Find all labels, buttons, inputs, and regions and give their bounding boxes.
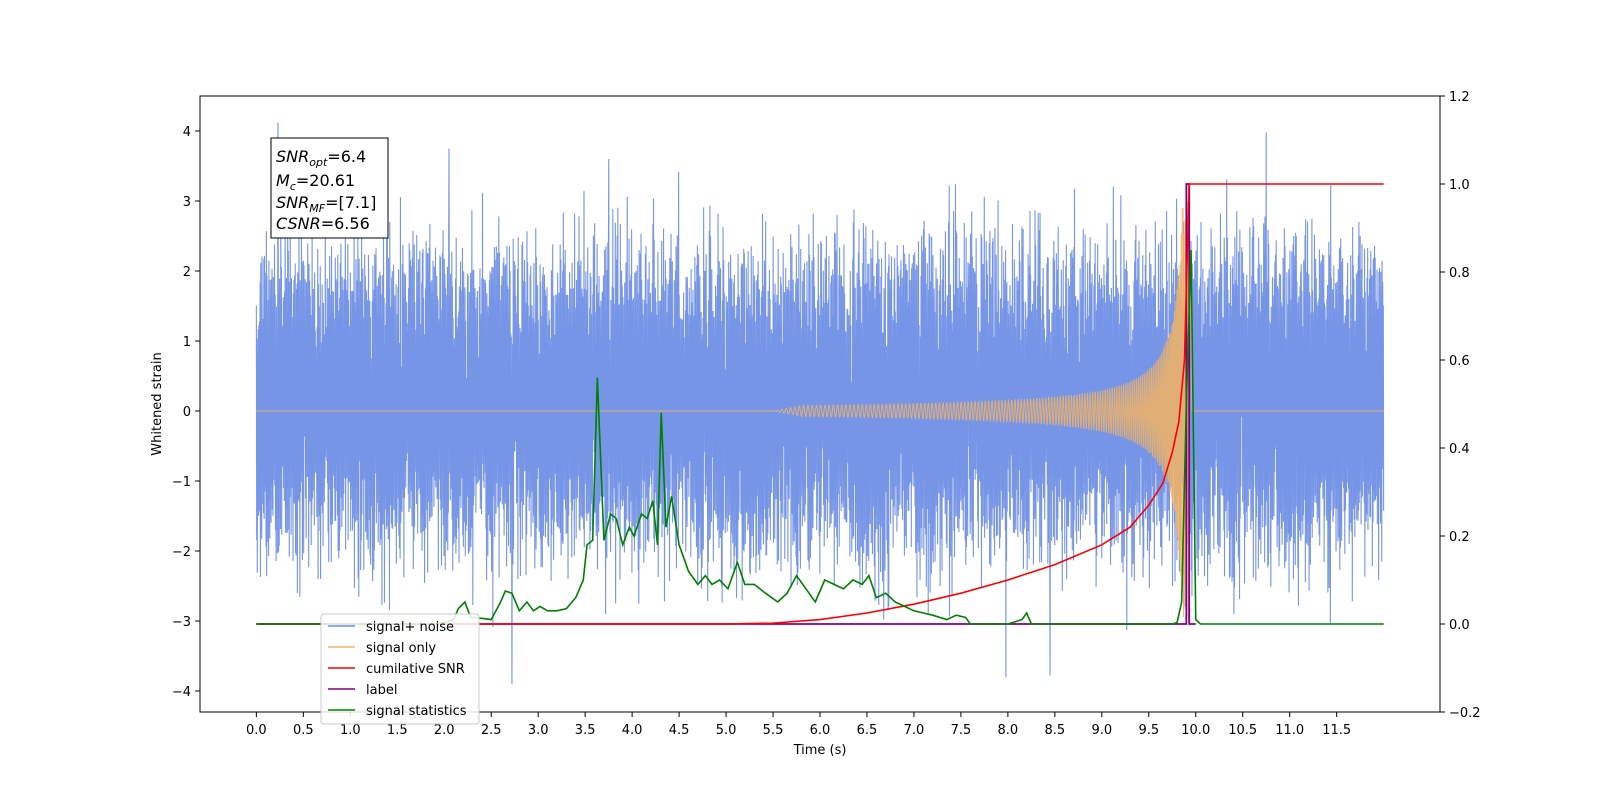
x-tick-label: 5.0: [716, 723, 737, 738]
y2-tick-label: 0.0: [1449, 618, 1470, 633]
info-csnr: CSNR=6.56: [276, 214, 370, 233]
y-tick-label: −3: [172, 615, 191, 630]
x-tick-label: 9.0: [1091, 723, 1112, 738]
legend-item-label: cumilative SNR: [366, 662, 465, 677]
x-tick-label: 1.5: [387, 723, 408, 738]
x-tick-label: 0.0: [246, 723, 267, 738]
legend-item-label: signal+ noise: [366, 620, 454, 635]
x-tick-label: 2.5: [481, 723, 502, 738]
y-tick-label: −4: [172, 685, 191, 700]
x-tick-label: 4.5: [669, 723, 690, 738]
info-snr-opt: SNRopt=6.4: [276, 147, 366, 169]
x-tick-label: 2.0: [434, 723, 455, 738]
x-tick-label: 10.0: [1181, 723, 1210, 738]
x-tick-label: 6.0: [810, 723, 831, 738]
legend-frame: [320, 613, 480, 725]
y-tick-label: 4: [183, 125, 191, 140]
y2-axis: 1.2 1.0 0.8 0.6 0.4 0.2 0.0 −0.2: [1440, 90, 1481, 721]
x-tick-label: 3.0: [528, 723, 549, 738]
x-axis-label: Time (s): [793, 743, 847, 758]
series-signal-noise: [255, 122, 1385, 685]
y2-tick-label: 0.4: [1449, 442, 1470, 457]
y2-tick-label: −0.2: [1449, 706, 1481, 721]
x-tick-label: 7.0: [904, 723, 925, 738]
y-tick-label: 2: [183, 265, 191, 280]
x-tick-label: 3.5: [575, 723, 596, 738]
y-tick-label: 1: [183, 335, 191, 350]
x-tick-label: 0.5: [293, 723, 314, 738]
x-tick-label: 9.5: [1138, 723, 1159, 738]
x-tick-label: 11.5: [1322, 723, 1351, 738]
y-tick-label: −1: [172, 475, 191, 490]
y2-tick-label: 0.2: [1449, 530, 1470, 545]
x-tick-label: 10.5: [1228, 723, 1257, 738]
info-mc: Mc=20.61: [276, 171, 355, 193]
x-tick-label: 8.5: [1045, 723, 1066, 738]
series-signal-only: [256, 201, 1384, 619]
x-tick-label: 6.5: [857, 723, 878, 738]
x-tick-label: 8.0: [998, 723, 1019, 738]
y-axis-label: Whitened strain: [150, 352, 165, 455]
y-tick-label: −2: [172, 545, 191, 560]
y2-tick-label: 0.6: [1449, 354, 1470, 369]
x-tick-label: 4.0: [622, 723, 643, 738]
info-snr-mf: SNRMF=[7.1]: [276, 193, 376, 215]
y2-tick-label: 1.0: [1449, 178, 1470, 193]
series-signal-statistics: [256, 249, 1384, 625]
plot-area: [255, 122, 1385, 685]
legend-items: signal+ noise signal only cumilative SNR la…: [328, 620, 467, 719]
x-tick-label: 1.0: [340, 723, 361, 738]
x-tick-label: 5.5: [763, 723, 784, 738]
info-box-frame: [270, 137, 389, 239]
y2-tick-label: 0.8: [1449, 266, 1470, 281]
y-tick-label: 3: [183, 195, 191, 210]
x-tick-label: 11.0: [1275, 723, 1304, 738]
x-tick-label: 7.5: [951, 723, 972, 738]
legend-item-label: signal statistics: [366, 704, 467, 719]
legend: signal+ noise signal only cumilative SNR la…: [320, 613, 480, 725]
info-box: SNRopt=6.4 Mc=20.61 SNRMF=[7.1] CSNR=6.5…: [270, 137, 389, 239]
y-tick-label: 0: [183, 405, 191, 420]
legend-item-label: label: [366, 683, 397, 698]
series-cumulative-snr: [256, 183, 1384, 625]
x-axis: 0.0 0.5 1.0 1.5 2.0 2.5 3.0 3.5 4.0 4.5 5.0 5.5 6.0 6…: [246, 712, 1351, 738]
y2-tick-label: 1.2: [1449, 90, 1470, 105]
legend-item-label: signal only: [366, 641, 436, 656]
y-axis: 4 3 2 1 0 −1 −2 −3 −4: [172, 125, 200, 700]
